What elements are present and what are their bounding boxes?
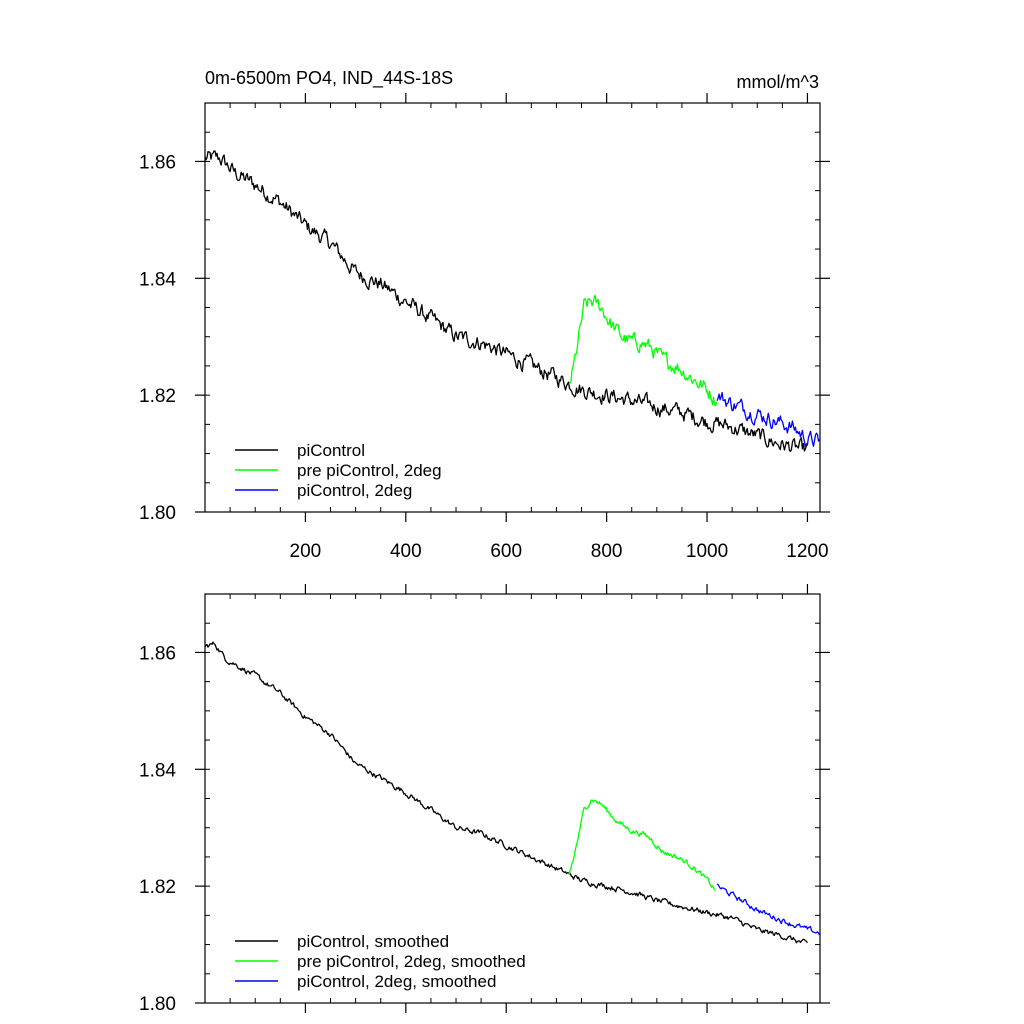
legend-label: piControl, smoothed — [297, 932, 449, 951]
legend-label: pre piControl, 2deg — [297, 461, 442, 480]
x-tick-label: 400 — [390, 541, 422, 562]
top-series — [204, 150, 821, 453]
chart-title: 0m-6500m PO4, IND_44S-18S — [205, 68, 453, 89]
y-tick-label: 1.86 — [139, 643, 176, 664]
x-tick-label: 1000 — [686, 541, 728, 562]
x-tick-label: 1200 — [786, 541, 828, 562]
y-tick-label: 1.82 — [139, 877, 176, 898]
series-line — [204, 641, 808, 944]
legend-label: pre piControl, 2deg, smoothed — [297, 952, 526, 971]
top-x-axis-ticks: 200 400 600 800 1000 1200 — [229, 93, 829, 562]
series-line — [716, 883, 821, 936]
legend-label: piControl — [297, 441, 365, 460]
bottom-panel: 1.80 1.82 1.84 1.86 piControl, smoothedpre … — [139, 584, 830, 1015]
series-line — [568, 799, 716, 891]
bottom-y-axis-ticks: 1.80 1.82 1.84 1.86 — [139, 593, 830, 1015]
chart-units: mmol/m^3 — [737, 72, 819, 92]
y-tick-label: 1.80 — [139, 994, 176, 1015]
y-tick-label: 1.84 — [139, 760, 176, 781]
x-tick-label: 800 — [591, 541, 623, 562]
series-line — [716, 391, 821, 447]
y-tick-label: 1.84 — [139, 269, 176, 290]
bottom-x-axis-ticks — [229, 584, 809, 1013]
top-panel: 1.80 1.82 1.84 1.86 200 400 600 800 1000 1200 pi… — [139, 93, 830, 562]
y-tick-label: 1.86 — [139, 152, 176, 173]
top-y-axis-ticks: 1.80 1.82 1.84 1.86 — [139, 102, 830, 524]
x-tick-label: 200 — [290, 541, 322, 562]
y-tick-label: 1.82 — [139, 386, 176, 407]
legend-label: piControl, 2deg, smoothed — [297, 972, 496, 991]
series-line — [568, 294, 718, 407]
legend-label: piControl, 2deg — [297, 481, 412, 500]
series-line — [204, 150, 809, 453]
bottom-series — [204, 641, 821, 944]
y-tick-label: 1.80 — [139, 503, 176, 524]
x-tick-label: 600 — [490, 541, 522, 562]
